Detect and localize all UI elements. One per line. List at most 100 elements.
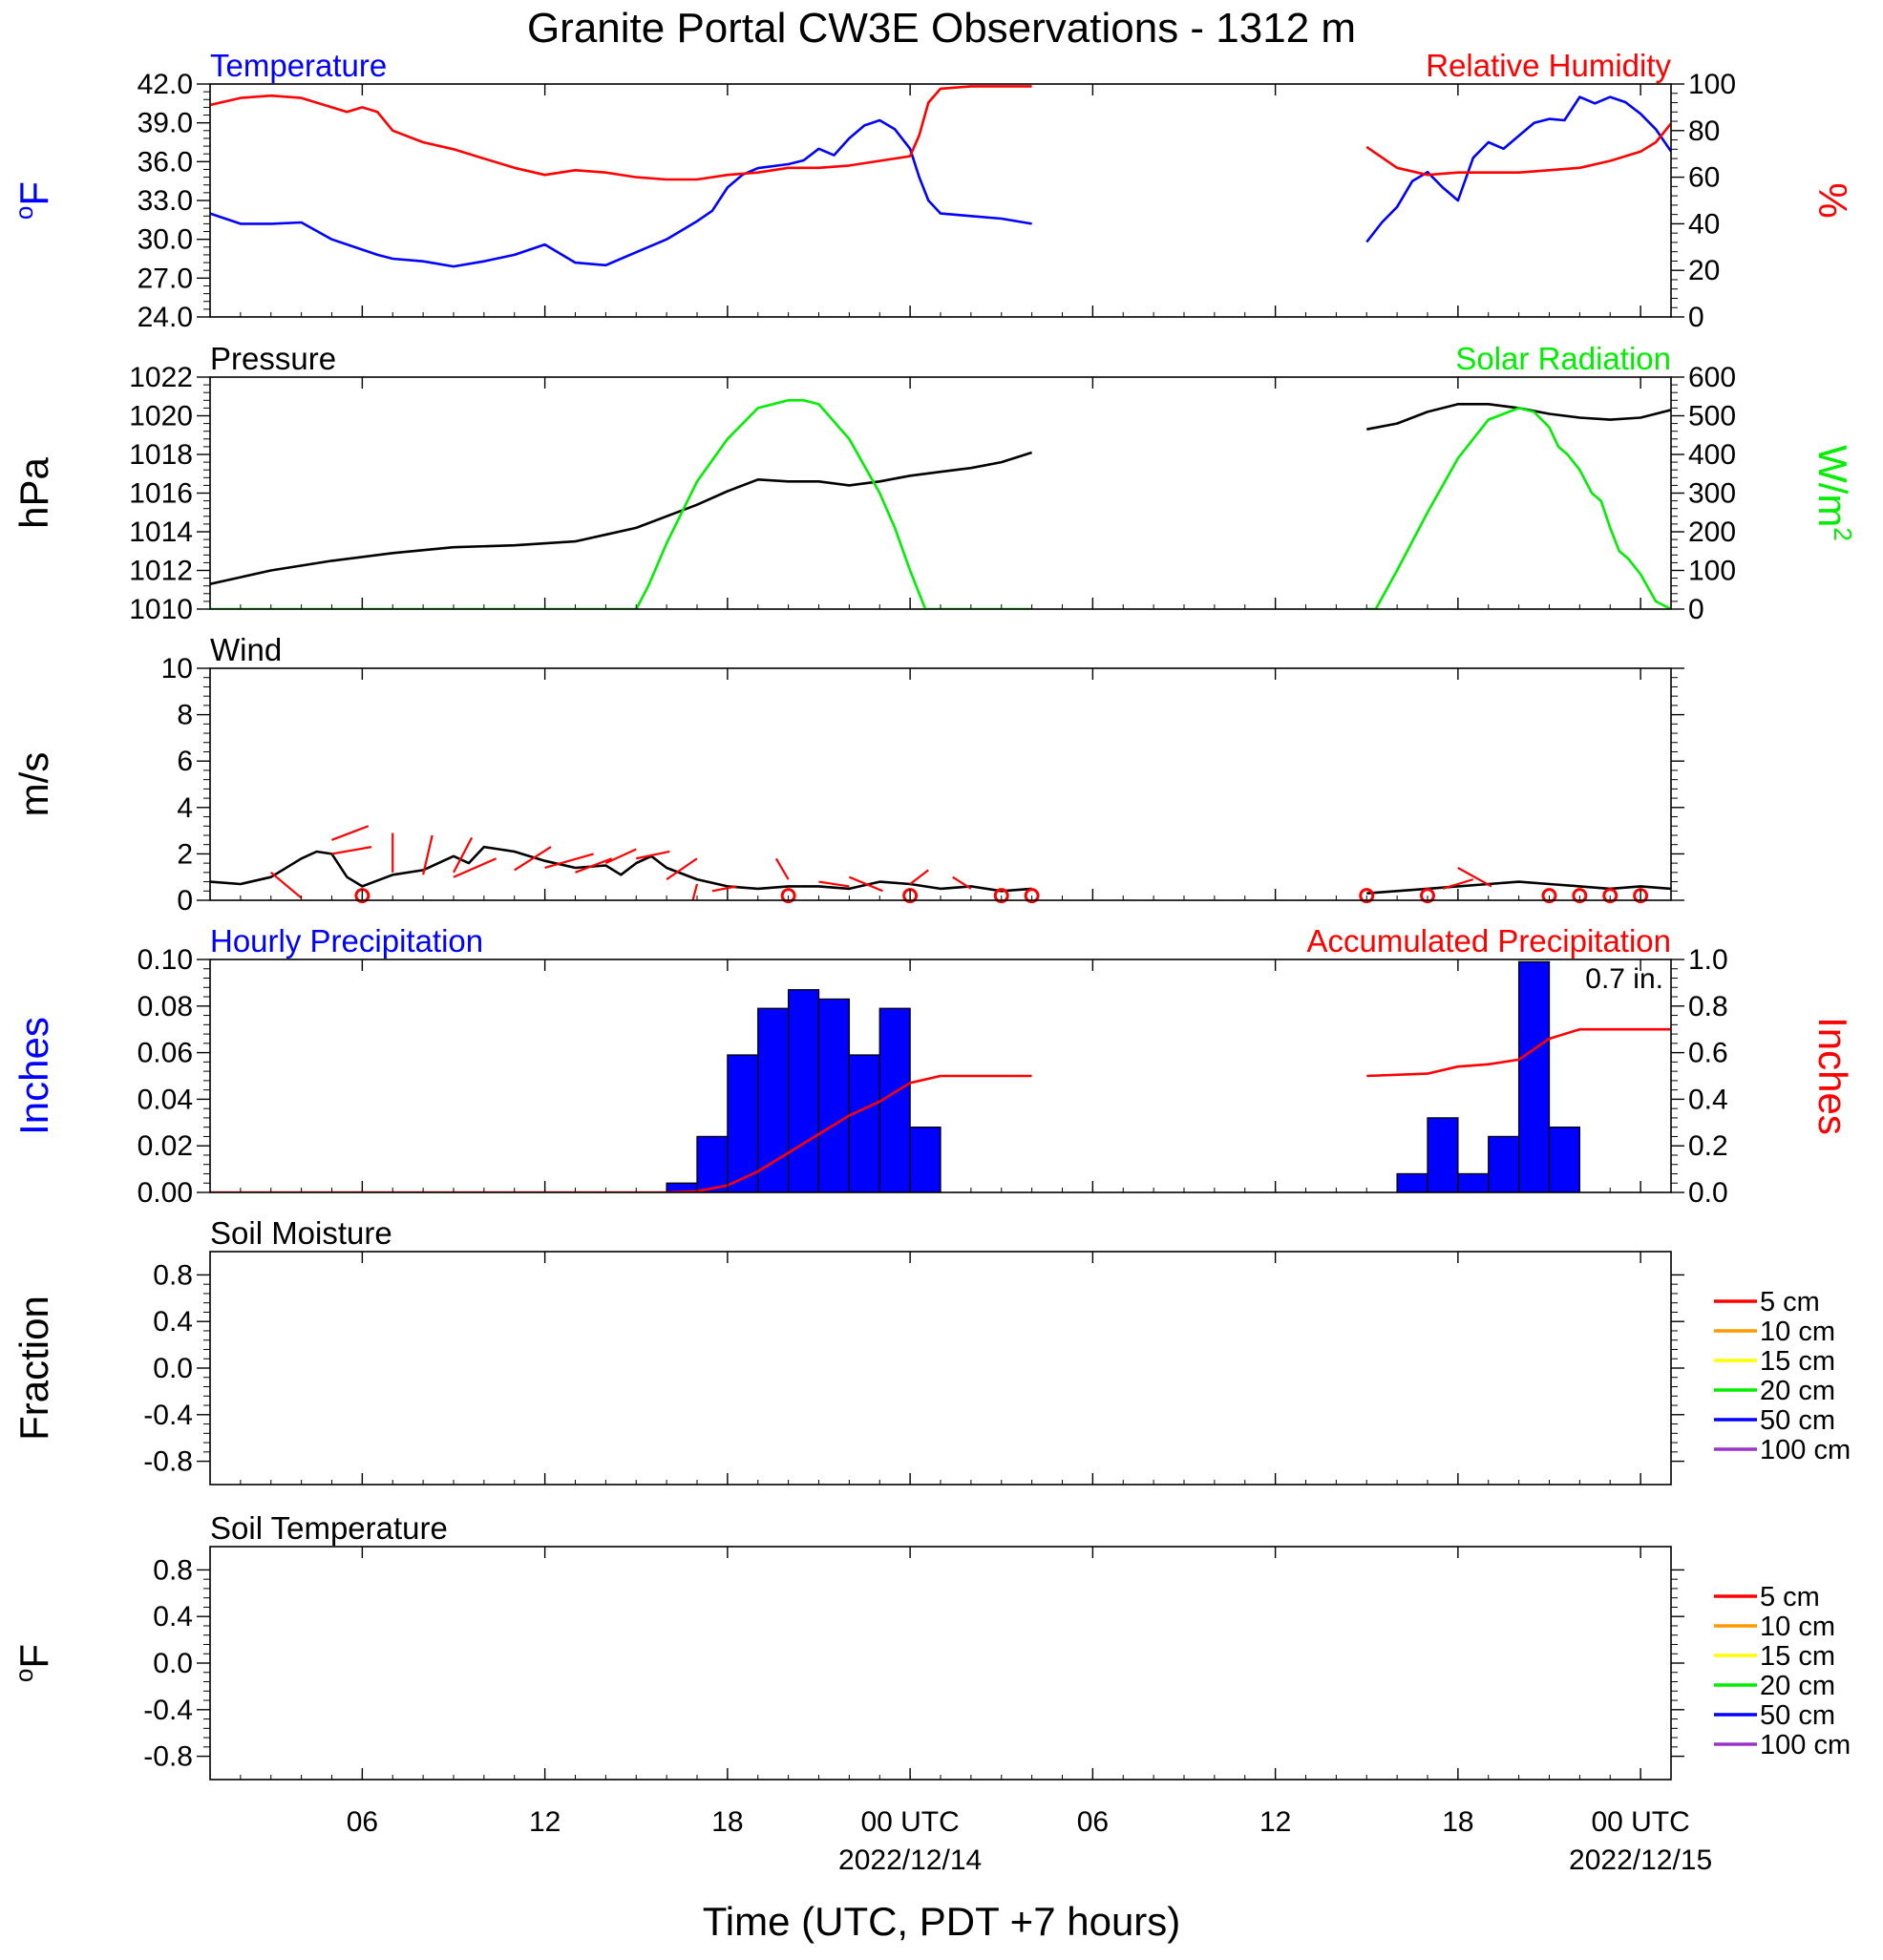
precip-bar — [1488, 1135, 1520, 1192]
precip-bar — [1548, 1127, 1581, 1192]
panel-title-left: Hourly Precipitation — [210, 923, 483, 959]
wind-barb — [909, 869, 929, 885]
panel-title-left: Soil Moisture — [210, 1215, 392, 1251]
legend-label: 50 cm — [1760, 1700, 1835, 1731]
precip-bar — [817, 998, 851, 1192]
left-tick-label: 0.04 — [138, 1084, 193, 1115]
left-tick-label: 0.8 — [153, 1554, 193, 1586]
wind-barb — [774, 857, 790, 880]
calm-marker — [1541, 888, 1557, 904]
left-tick-label: 1020 — [129, 401, 193, 432]
left-axis-label: m/s — [11, 752, 56, 817]
series-relative-humidity — [210, 85, 1671, 181]
left-tick-label: 30.0 — [138, 224, 193, 256]
legend-label: 5 cm — [1760, 1582, 1820, 1612]
precip-bars — [666, 960, 1581, 1192]
panel-soil-moisture: 0.8 0.4 0.0 -0.4 -0.8 Soil Moisture Fraction 5 … — [11, 1215, 1851, 1486]
left-tick-label: 1010 — [129, 594, 193, 625]
left-tick-label: 36.0 — [138, 146, 193, 178]
series-line — [210, 1074, 1032, 1192]
right-tick-label: 0.8 — [1688, 991, 1728, 1022]
right-tick-label: 80 — [1688, 116, 1720, 147]
left-tick-label: 2 — [177, 838, 193, 870]
left-tick-label: 24.0 — [138, 302, 193, 333]
left-tick-label: 1022 — [129, 362, 193, 393]
panel-title-left: Soil Temperature — [210, 1510, 448, 1546]
series-line — [210, 118, 1032, 268]
right-mirror-ticks — [1671, 667, 1684, 901]
panel-title-left: Temperature — [210, 48, 387, 83]
left-axis: 10 8 6 4 2 0 — [161, 653, 210, 917]
left-axis: 0.10 0.08 0.06 0.04 0.02 0.00 — [138, 944, 210, 1209]
calm-marker — [1359, 888, 1375, 904]
panel-pressure-solar: 1022 1020 1018 1016 1014 1012 1010 600 500 400 300… — [11, 341, 1857, 625]
wind-barb — [331, 846, 372, 855]
right-axis: 600 500 400 300 200 100 0 — [1671, 362, 1736, 625]
panel-frame — [209, 667, 1672, 901]
right-axis-label: Inches — [1810, 1017, 1855, 1135]
wind-barb — [453, 857, 497, 878]
wind-barb — [544, 853, 594, 870]
right-tick-label: 600 — [1688, 362, 1736, 393]
left-tick-label: 0.06 — [138, 1038, 193, 1069]
left-tick-label: 1016 — [129, 478, 193, 510]
left-tick-label: 0.4 — [153, 1306, 193, 1338]
calm-marker — [780, 888, 796, 904]
wind-barb — [514, 846, 552, 872]
legend-label: 100 cm — [1760, 1435, 1851, 1465]
wind-barb — [575, 857, 613, 874]
legend-label: 20 cm — [1760, 1671, 1835, 1701]
time-ticks — [361, 1547, 1641, 1780]
legend-label: 100 cm — [1760, 1730, 1851, 1760]
wind-barb — [453, 836, 474, 874]
right-tick-label: 60 — [1688, 162, 1720, 194]
panel-wind: 10 8 6 4 2 0 Wind m/s — [11, 632, 1684, 917]
precip-bar — [1517, 960, 1551, 1192]
panel-precipitation: 0.10 0.08 0.06 0.04 0.02 0.00 1.0 0.8 0.6 0.4 0.2 0… — [11, 923, 1855, 1209]
right-tick-label: 1.0 — [1688, 944, 1728, 976]
x-axis-label: Time (UTC, PDT +7 hours) — [703, 1899, 1181, 1944]
left-tick-label: 42.0 — [138, 69, 193, 100]
precip-bar — [1457, 1172, 1490, 1192]
wind-barb — [691, 883, 699, 900]
right-tick-label: 500 — [1688, 401, 1736, 432]
series-line — [210, 399, 1032, 609]
wind-barb — [636, 850, 670, 860]
wind-barb — [818, 880, 850, 888]
wind-barb — [952, 875, 972, 890]
legend-label: 50 cm — [1760, 1405, 1835, 1436]
left-axis-label: Fraction — [11, 1296, 56, 1441]
left-tick-label: -0.8 — [143, 1446, 193, 1478]
time-tick-label: 18 — [1442, 1806, 1473, 1838]
right-axis-label: % — [1810, 182, 1855, 218]
wind-barb — [666, 857, 698, 881]
panel-temperature-humidity: 42.0 39.0 36.0 33.0 30.0 27.0 24.0 100 80 60 40 20 0… — [10, 48, 1855, 333]
left-tick-label: 39.0 — [138, 108, 193, 139]
wind-barb — [1457, 867, 1492, 888]
wind-barb — [604, 848, 637, 865]
time-tick-label: 06 — [1077, 1806, 1109, 1838]
panel-title-left: Pressure — [210, 341, 336, 376]
left-tick-label: 0 — [177, 885, 193, 917]
right-tick-label: 200 — [1688, 516, 1736, 548]
left-tick-label: -0.4 — [143, 1400, 193, 1431]
right-tick-label: 300 — [1688, 478, 1736, 510]
time-tick-label: 12 — [529, 1806, 561, 1838]
left-tick-label: 10 — [161, 653, 193, 685]
left-axis-label: hPa — [11, 456, 56, 528]
right-tick-label: 40 — [1688, 208, 1720, 240]
left-tick-label: -0.4 — [143, 1695, 193, 1726]
panel-frame — [209, 83, 1672, 318]
legend-label: 15 cm — [1760, 1641, 1835, 1672]
time-tick-label: 06 — [347, 1806, 378, 1838]
left-tick-label: 0.00 — [138, 1177, 193, 1209]
right-tick-label: 20 — [1688, 255, 1720, 286]
precip-bar — [1427, 1117, 1459, 1192]
time-tick-label: 00 UTC — [1591, 1806, 1689, 1838]
calm-marker — [1420, 888, 1435, 904]
right-tick-label: 100 — [1688, 556, 1736, 587]
right-tick-label: 0.6 — [1688, 1038, 1728, 1069]
series-temperature — [210, 95, 1671, 268]
right-tick-label: 0.2 — [1688, 1130, 1728, 1162]
